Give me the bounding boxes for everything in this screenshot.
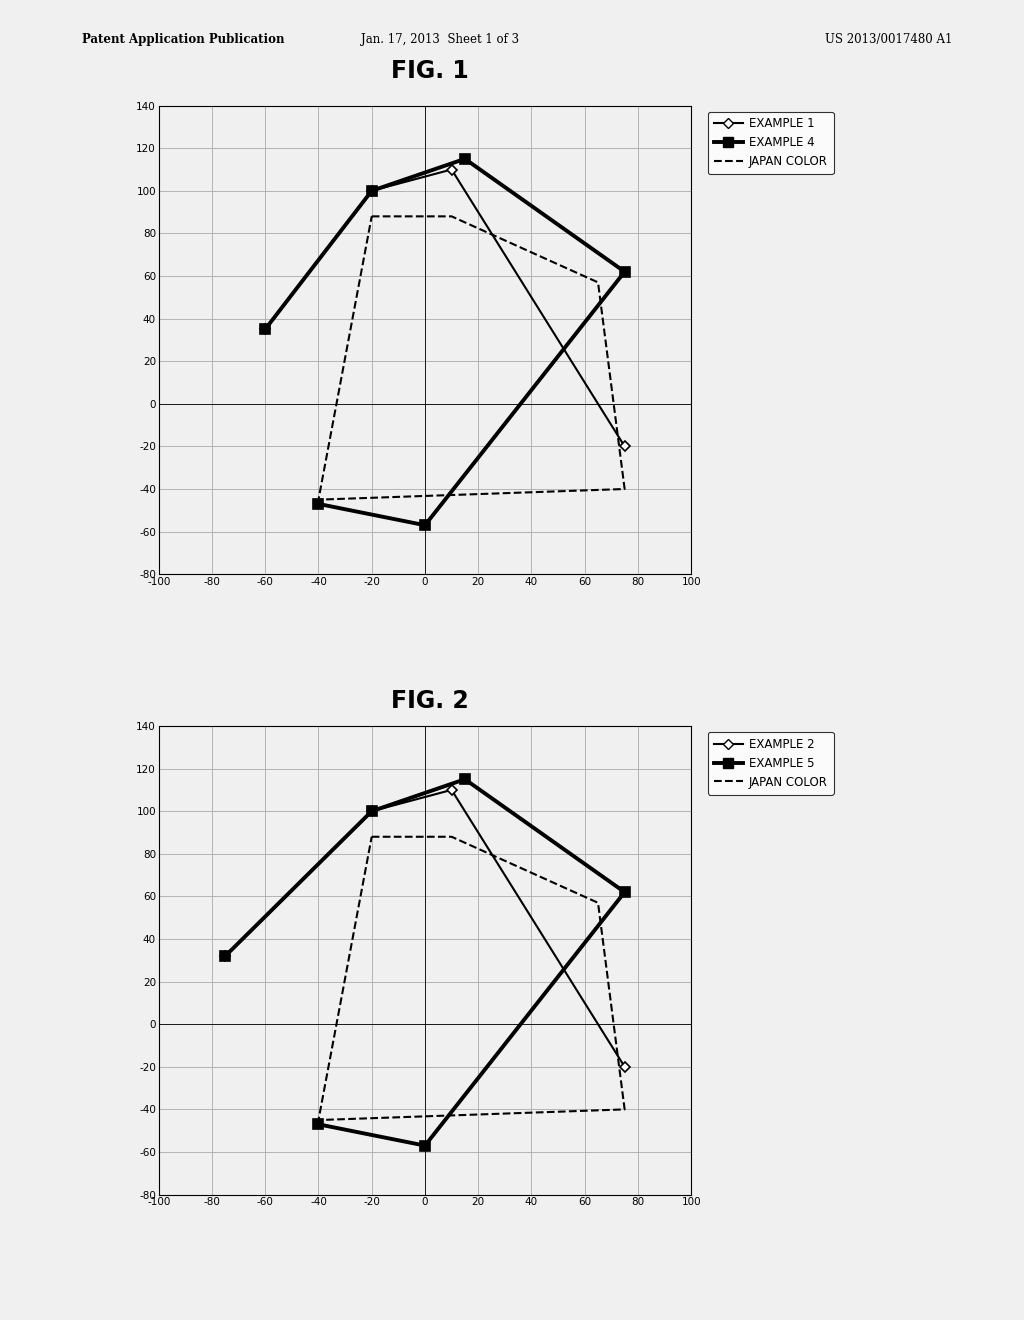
Text: FIG. 2: FIG. 2: [391, 689, 469, 713]
Text: FIG. 1: FIG. 1: [391, 59, 469, 83]
Text: Patent Application Publication: Patent Application Publication: [82, 33, 285, 46]
Legend: EXAMPLE 2, EXAMPLE 5, JAPAN COLOR: EXAMPLE 2, EXAMPLE 5, JAPAN COLOR: [708, 731, 834, 795]
Legend: EXAMPLE 1, EXAMPLE 4, JAPAN COLOR: EXAMPLE 1, EXAMPLE 4, JAPAN COLOR: [708, 111, 834, 174]
Text: US 2013/0017480 A1: US 2013/0017480 A1: [825, 33, 952, 46]
Text: Jan. 17, 2013  Sheet 1 of 3: Jan. 17, 2013 Sheet 1 of 3: [361, 33, 519, 46]
